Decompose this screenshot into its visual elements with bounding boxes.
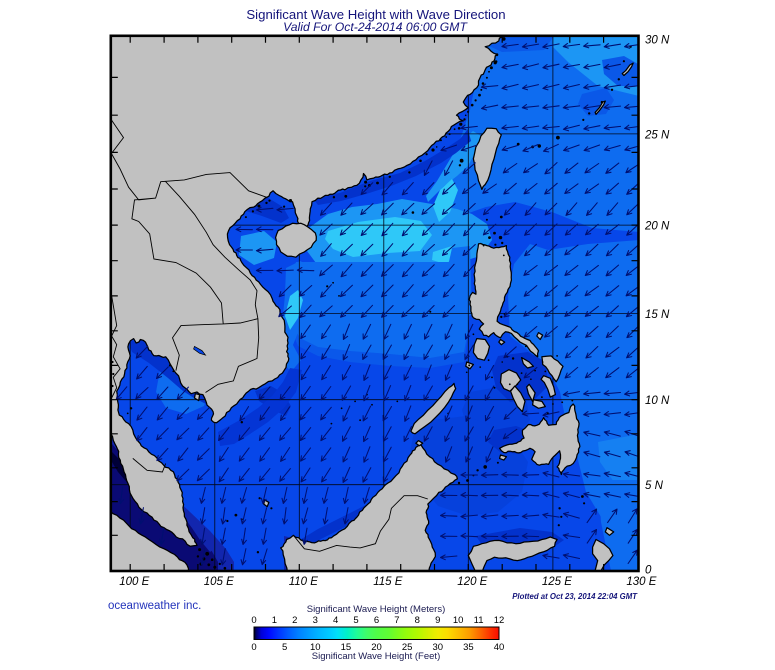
- svg-text:10: 10: [453, 615, 464, 626]
- svg-text:4: 4: [333, 615, 338, 626]
- svg-text:Significant Wave Height with W: Significant Wave Height with Wave Direct…: [246, 7, 505, 22]
- svg-text:25 N: 25 N: [644, 129, 670, 141]
- svg-text:130 E: 130 E: [626, 576, 656, 588]
- svg-text:2: 2: [292, 615, 297, 626]
- svg-text:35: 35: [463, 642, 474, 653]
- svg-text:10 N: 10 N: [645, 395, 670, 407]
- svg-text:1: 1: [272, 615, 277, 626]
- svg-text:100 E: 100 E: [119, 576, 149, 588]
- svg-text:0: 0: [251, 642, 256, 653]
- svg-text:30: 30: [432, 642, 443, 653]
- svg-text:11: 11: [474, 615, 484, 626]
- svg-text:Valid For Oct-24-2014 06:00 GM: Valid For Oct-24-2014 06:00 GMT: [283, 20, 468, 34]
- svg-text:Significant Wave Height (Feet): Significant Wave Height (Feet): [312, 651, 440, 662]
- svg-text:3: 3: [313, 615, 318, 626]
- svg-text:125 E: 125 E: [542, 576, 572, 588]
- svg-text:0: 0: [251, 615, 256, 626]
- svg-text:10: 10: [310, 642, 321, 653]
- svg-text:5: 5: [353, 615, 358, 626]
- svg-text:115 E: 115 E: [373, 576, 403, 588]
- svg-text:5: 5: [282, 642, 287, 653]
- svg-text:0: 0: [645, 565, 652, 577]
- svg-text:15 N: 15 N: [645, 309, 670, 321]
- svg-text:6: 6: [374, 615, 379, 626]
- svg-text:5 N: 5 N: [645, 480, 664, 492]
- svg-text:120 E: 120 E: [457, 576, 487, 588]
- svg-text:30 N: 30 N: [645, 34, 670, 46]
- svg-text:25: 25: [402, 642, 413, 653]
- svg-text:9: 9: [435, 615, 440, 626]
- svg-text:7: 7: [394, 615, 399, 626]
- svg-text:20: 20: [371, 642, 382, 653]
- svg-text:12: 12: [494, 615, 505, 626]
- svg-text:20 N: 20 N: [644, 221, 670, 233]
- svg-text:15: 15: [341, 642, 352, 653]
- svg-text:110 E: 110 E: [289, 576, 319, 588]
- svg-text:8: 8: [415, 615, 420, 626]
- svg-text:Significant Wave Height (Meter: Significant Wave Height (Meters): [307, 604, 446, 615]
- svg-text:105 E: 105 E: [204, 576, 234, 588]
- svg-text:oceanweather inc.: oceanweather inc.: [108, 600, 201, 612]
- svg-text:40: 40: [494, 642, 505, 653]
- svg-text:Plotted at Oct 23, 2014 22:04: Plotted at Oct 23, 2014 22:04 GMT: [512, 592, 638, 601]
